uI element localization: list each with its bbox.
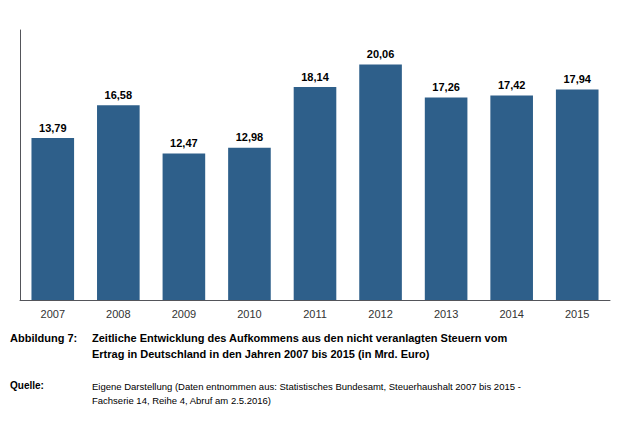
svg-text:Quelle:: Quelle: [10,380,44,391]
svg-text:2009: 2009 [172,308,196,320]
svg-text:18,14: 18,14 [301,71,329,83]
svg-text:2008: 2008 [106,308,130,320]
svg-text:20,06: 20,06 [367,48,395,60]
svg-text:2012: 2012 [368,308,392,320]
svg-text:2014: 2014 [499,308,523,320]
svg-text:12,47: 12,47 [170,137,198,149]
svg-text:17,94: 17,94 [563,73,591,85]
svg-text:2007: 2007 [41,308,65,320]
svg-text:12,98: 12,98 [236,131,264,143]
svg-text:17,42: 17,42 [498,79,526,91]
svg-text:2013: 2013 [434,308,458,320]
svg-text:2011: 2011 [303,308,327,320]
svg-text:16,58: 16,58 [105,89,133,101]
svg-text:13,79: 13,79 [39,122,67,134]
svg-text:Zeitliche Entwicklung des Aufk: Zeitliche Entwicklung des Aufkommens aus… [92,332,507,344]
svg-text:17,26: 17,26 [432,81,460,93]
svg-text:Abbildung 7:: Abbildung 7: [10,332,77,344]
svg-text:2010: 2010 [237,308,261,320]
svg-text:Eigene Darstellung (Daten entn: Eigene Darstellung (Daten entnommen aus:… [92,381,521,392]
svg-text:2015: 2015 [565,308,589,320]
svg-text:Ertrag in Deutschland in den J: Ertrag in Deutschland in den Jahren 2007… [92,348,430,360]
svg-text:Fachserie 14, Reihe 4, Abruf a: Fachserie 14, Reihe 4, Abruf am 2.5.2016… [92,395,271,406]
